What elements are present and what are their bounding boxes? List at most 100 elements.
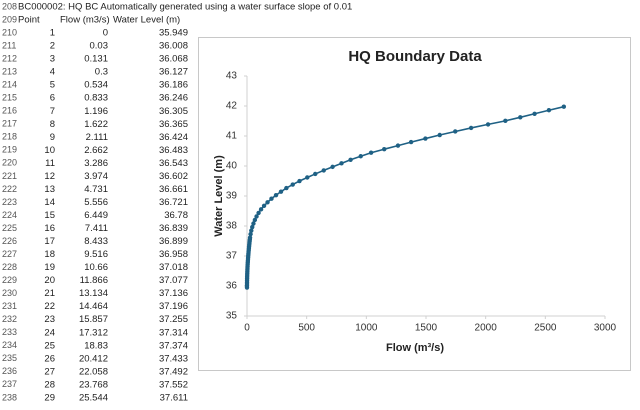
data-point <box>258 207 264 212</box>
row-number: 216 <box>2 106 17 116</box>
table-cell: 0.03 <box>90 41 109 52</box>
table-cell: 23 <box>44 314 55 325</box>
y-tick-label: 40 <box>226 161 238 172</box>
table-cell: 6.449 <box>84 210 108 221</box>
x-axis-label: Flow (m³/s) <box>386 342 444 354</box>
table-cell: 26 <box>44 353 55 364</box>
table-cell: 11 <box>45 158 55 169</box>
x-tick-label: 500 <box>298 323 315 334</box>
data-point <box>437 132 442 138</box>
table-cell: 36.721 <box>159 197 188 208</box>
table-cell: 14.464 <box>79 301 108 312</box>
table-cell: 7.411 <box>85 223 108 234</box>
table-cell: 0.131 <box>84 54 108 65</box>
table-cell: 37.374 <box>159 340 188 351</box>
y-tick-label: 43 <box>226 71 238 82</box>
y-tick-label: 39 <box>226 191 238 202</box>
table-cell: 36.424 <box>159 132 188 143</box>
table-cell: 21 <box>44 288 55 299</box>
row-number: 224 <box>2 210 17 220</box>
chart-frame[interactable] <box>198 37 631 371</box>
table-cell: 13 <box>44 184 55 195</box>
table-cell: 15 <box>44 210 55 221</box>
x-tick-label: 1500 <box>415 323 438 334</box>
table-cell: 22.058 <box>79 366 108 377</box>
data-point <box>305 175 310 180</box>
data-point <box>278 189 284 194</box>
table-cell: 10.66 <box>84 262 108 273</box>
data-point <box>273 192 279 198</box>
table-cell: 37.492 <box>159 366 188 377</box>
table-cell: 15.857 <box>79 314 108 325</box>
table-cell: 37.018 <box>159 262 188 273</box>
table-cell: 12 <box>44 171 55 182</box>
data-point <box>321 168 326 173</box>
table-cell: 0 <box>103 28 108 39</box>
y-tick-label: 42 <box>226 101 238 112</box>
row-number: 218 <box>2 132 17 142</box>
data-point <box>261 203 267 209</box>
row-number: 228 <box>2 262 17 272</box>
data-point <box>561 104 567 109</box>
table-cell: 8 <box>50 119 55 130</box>
data-point <box>395 143 401 148</box>
table-cell: 2 <box>50 41 55 52</box>
y-tick-label: 37 <box>226 251 238 262</box>
table-cell: 37.611 <box>160 392 188 403</box>
row-number: 234 <box>2 340 17 350</box>
table-cell: 37.552 <box>159 379 188 390</box>
table-cell: 37.433 <box>159 353 188 364</box>
data-point <box>468 125 474 131</box>
table-cell: 14 <box>44 197 55 208</box>
table-cell: 25 <box>44 340 55 351</box>
table-cell: 18.83 <box>84 340 108 351</box>
table-cell: 3.286 <box>84 158 108 169</box>
table-cell: 36.78 <box>164 210 188 221</box>
table-cell: 29 <box>44 392 55 403</box>
table-cell: 4 <box>50 67 55 78</box>
data-point <box>330 164 335 170</box>
table-cell: 17.312 <box>79 327 108 338</box>
table-cell: 20 <box>44 275 55 286</box>
table-cell: 13.134 <box>79 288 108 299</box>
row-number: 209 <box>2 14 17 24</box>
data-point <box>358 154 363 159</box>
table-cell: 35.949 <box>159 28 188 39</box>
data-point <box>339 161 344 166</box>
table-cell: 36.483 <box>159 145 188 156</box>
row-number: 230 <box>2 288 17 298</box>
data-point <box>518 115 523 120</box>
row-number: 211 <box>2 40 16 50</box>
data-point <box>368 150 374 155</box>
table-cell: 4.731 <box>84 184 108 195</box>
y-tick-label: 41 <box>226 131 238 142</box>
data-point <box>382 146 387 152</box>
row-number: 215 <box>2 93 17 103</box>
row-number: 226 <box>2 236 17 246</box>
data-point <box>251 221 256 226</box>
table-cell: 37.077 <box>159 275 188 286</box>
row-number: 212 <box>2 53 17 63</box>
row-number: 232 <box>2 314 17 324</box>
data-point <box>546 108 552 113</box>
row-number: 235 <box>2 353 17 363</box>
x-tick-label: 1000 <box>355 323 378 334</box>
row-number: 213 <box>2 67 17 77</box>
row-number: 210 <box>2 27 17 37</box>
table-cell: 0.534 <box>84 80 108 91</box>
data-point <box>485 122 491 127</box>
table-cell: 37.255 <box>159 314 188 325</box>
table-cell: 10 <box>44 145 55 156</box>
data-point <box>532 111 537 116</box>
data-point <box>297 178 302 184</box>
table-cell: 0.833 <box>84 93 108 104</box>
data-point <box>250 224 255 230</box>
table-cell: 36.661 <box>159 184 188 195</box>
row-number: 219 <box>2 145 17 155</box>
data-point <box>313 171 318 177</box>
table-cell: 11.866 <box>80 275 108 286</box>
data-point <box>408 139 414 145</box>
data-point <box>284 185 289 191</box>
table-cell: 1.622 <box>84 119 108 130</box>
